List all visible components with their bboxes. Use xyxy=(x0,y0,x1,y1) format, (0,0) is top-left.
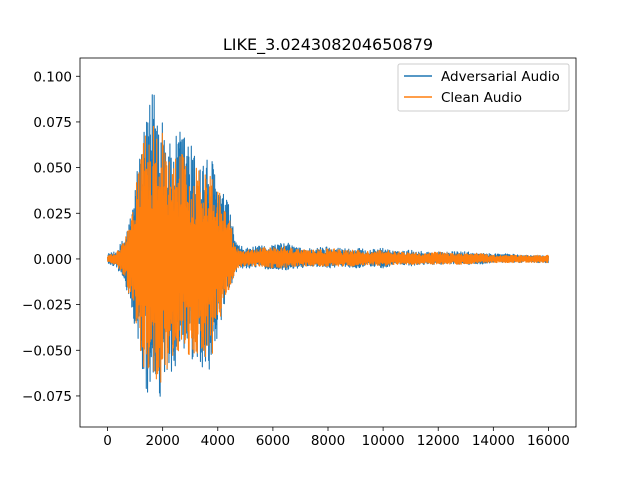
chart-title: LIKE_3.024308204650879 xyxy=(223,35,433,55)
plot-frame xyxy=(79,57,577,428)
x-tick-label: 0 xyxy=(103,433,112,449)
x-tick-label: 10000 xyxy=(362,433,405,449)
x-tick-label: 2000 xyxy=(145,433,179,449)
y-tick-label: 0.000 xyxy=(33,252,72,268)
legend-label-adversarial: Adversarial Audio xyxy=(441,69,560,85)
x-tick-label: 4000 xyxy=(201,433,235,449)
y-tick-label: −0.075 xyxy=(22,389,72,405)
series-line-clean xyxy=(107,125,549,383)
plot-area xyxy=(107,94,549,397)
x-tick-label: 8000 xyxy=(311,433,345,449)
legend: Adversarial Audio Clean Audio xyxy=(397,63,570,112)
x-tick-label: 12000 xyxy=(417,433,460,449)
y-tick-label: −0.025 xyxy=(22,298,72,314)
legend-box xyxy=(397,63,570,112)
y-tick-label: −0.050 xyxy=(22,343,72,359)
y-tick-label: 0.100 xyxy=(33,69,72,85)
legend-label-clean: Clean Audio xyxy=(441,90,522,106)
x-axis: 0 2000 4000 6000 8000 10000 12000 14000 16000 xyxy=(103,427,570,449)
y-tick-label: 0.050 xyxy=(33,161,72,177)
x-tick-label: 6000 xyxy=(256,433,290,449)
y-axis: −0.075 −0.050 −0.025 0.000 0.025 0.050 0.075 0.… xyxy=(22,69,80,405)
y-tick-label: 0.075 xyxy=(33,115,72,131)
x-tick-label: 14000 xyxy=(472,433,515,449)
y-tick-label: 0.025 xyxy=(33,206,72,222)
x-tick-label: 16000 xyxy=(527,433,570,449)
